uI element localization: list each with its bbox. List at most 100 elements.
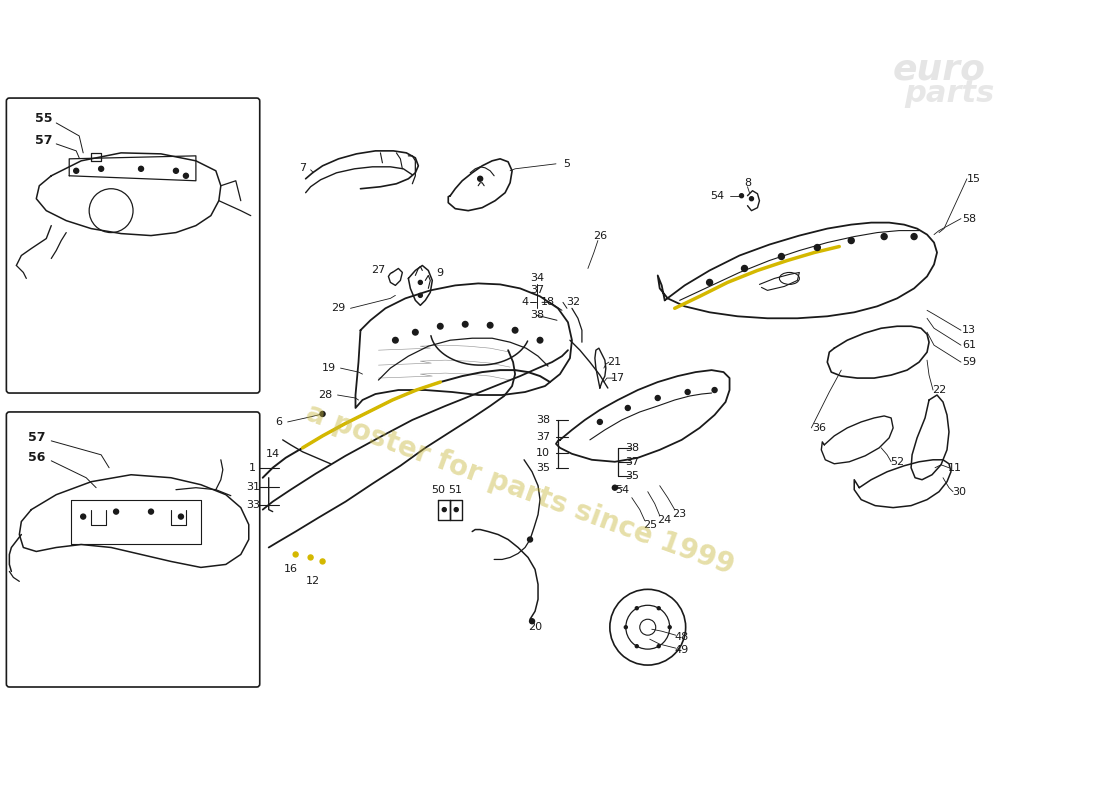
Text: 7: 7 xyxy=(299,163,306,173)
Text: 57: 57 xyxy=(28,431,45,444)
Text: 19: 19 xyxy=(321,363,336,373)
Text: 25: 25 xyxy=(642,519,657,530)
Text: 57: 57 xyxy=(34,134,52,147)
Text: 22: 22 xyxy=(932,385,946,395)
Text: 35: 35 xyxy=(536,462,550,473)
Text: 54: 54 xyxy=(615,485,629,494)
Circle shape xyxy=(184,174,188,178)
Circle shape xyxy=(749,197,754,201)
Text: 61: 61 xyxy=(961,340,976,350)
Circle shape xyxy=(320,411,326,417)
Circle shape xyxy=(597,419,603,425)
Circle shape xyxy=(881,234,887,239)
Circle shape xyxy=(393,338,398,343)
Circle shape xyxy=(685,390,690,394)
Circle shape xyxy=(657,645,660,648)
Circle shape xyxy=(911,234,917,239)
Text: 55: 55 xyxy=(34,113,52,126)
Circle shape xyxy=(636,606,638,610)
Text: 35: 35 xyxy=(625,470,639,481)
Circle shape xyxy=(80,514,86,519)
Text: 6: 6 xyxy=(275,417,283,427)
Text: 13: 13 xyxy=(961,326,976,335)
Text: 37: 37 xyxy=(536,432,550,442)
Text: 38: 38 xyxy=(625,443,639,453)
Circle shape xyxy=(477,176,483,182)
Text: 8: 8 xyxy=(744,178,751,188)
Text: 30: 30 xyxy=(952,486,966,497)
Circle shape xyxy=(513,327,518,333)
Circle shape xyxy=(308,555,314,560)
Circle shape xyxy=(294,552,298,557)
Circle shape xyxy=(636,645,638,648)
Circle shape xyxy=(668,626,671,629)
Text: 34: 34 xyxy=(530,274,544,283)
Text: 48: 48 xyxy=(674,632,689,642)
Circle shape xyxy=(454,508,459,512)
Circle shape xyxy=(139,166,143,171)
Text: 10: 10 xyxy=(536,448,550,458)
Circle shape xyxy=(814,245,821,250)
Text: 21: 21 xyxy=(607,357,620,367)
Circle shape xyxy=(537,338,542,343)
Text: 54: 54 xyxy=(711,190,725,201)
Circle shape xyxy=(656,395,660,401)
Circle shape xyxy=(706,279,713,286)
Text: euro: euro xyxy=(892,52,986,86)
Text: 37: 37 xyxy=(625,457,639,466)
Circle shape xyxy=(739,194,744,198)
Circle shape xyxy=(487,322,493,328)
Circle shape xyxy=(418,294,422,298)
Text: 27: 27 xyxy=(372,266,386,275)
Text: 29: 29 xyxy=(331,303,345,314)
Circle shape xyxy=(625,626,627,629)
Text: 28: 28 xyxy=(318,390,332,400)
Text: 20: 20 xyxy=(528,622,542,632)
Text: 36: 36 xyxy=(812,423,826,433)
Circle shape xyxy=(174,168,178,174)
Text: 59: 59 xyxy=(961,357,976,367)
Circle shape xyxy=(712,387,717,393)
Circle shape xyxy=(148,509,154,514)
Text: 12: 12 xyxy=(306,576,320,586)
Text: 15: 15 xyxy=(967,174,981,184)
Text: 50: 50 xyxy=(431,485,446,494)
Circle shape xyxy=(528,537,532,542)
Text: 56: 56 xyxy=(28,451,45,464)
Text: parts: parts xyxy=(904,78,994,107)
Text: 52: 52 xyxy=(890,457,904,466)
Circle shape xyxy=(741,266,748,271)
Text: 24: 24 xyxy=(658,514,672,525)
Text: 18: 18 xyxy=(541,298,556,307)
Circle shape xyxy=(613,486,617,490)
Text: 17: 17 xyxy=(610,373,625,383)
Circle shape xyxy=(462,322,468,327)
Text: 32: 32 xyxy=(565,298,580,307)
Circle shape xyxy=(320,559,326,564)
Text: 16: 16 xyxy=(284,565,298,574)
Circle shape xyxy=(113,509,119,514)
Text: 51: 51 xyxy=(448,485,462,494)
Text: 5: 5 xyxy=(563,159,571,169)
Text: 33: 33 xyxy=(245,500,260,510)
Text: 38: 38 xyxy=(536,415,550,425)
Circle shape xyxy=(99,166,103,171)
Text: 49: 49 xyxy=(674,645,689,655)
Circle shape xyxy=(848,238,855,243)
Circle shape xyxy=(442,508,447,512)
FancyBboxPatch shape xyxy=(7,98,260,393)
Text: 9: 9 xyxy=(437,269,443,278)
Circle shape xyxy=(625,406,630,410)
Circle shape xyxy=(178,514,184,519)
Text: 4: 4 xyxy=(521,298,529,307)
Text: 26: 26 xyxy=(593,230,607,241)
Text: 31: 31 xyxy=(245,482,260,492)
Circle shape xyxy=(74,168,79,174)
Circle shape xyxy=(412,330,418,335)
Text: 11: 11 xyxy=(948,462,962,473)
Text: 1: 1 xyxy=(250,462,256,473)
Text: 23: 23 xyxy=(672,509,686,518)
Text: 58: 58 xyxy=(961,214,976,224)
Text: a poster for parts since 1999: a poster for parts since 1999 xyxy=(302,399,738,581)
Circle shape xyxy=(779,254,784,259)
